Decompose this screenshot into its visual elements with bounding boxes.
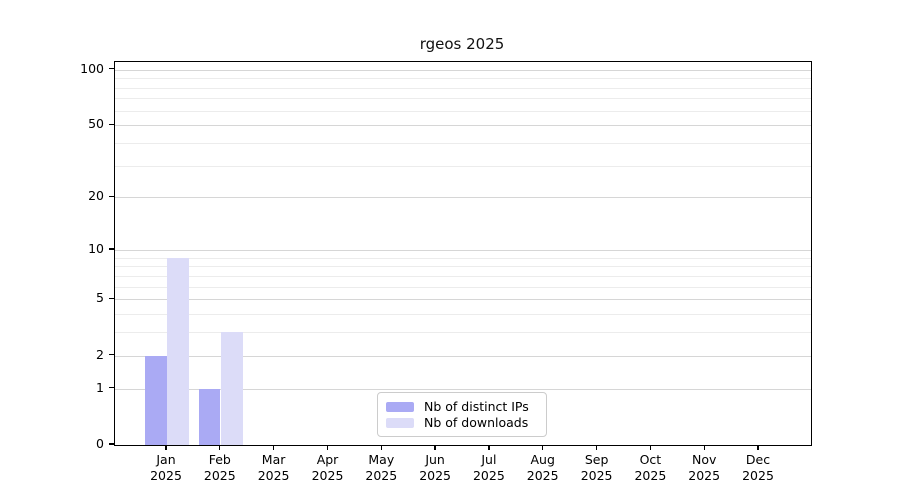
gridline-major <box>115 299 811 301</box>
y-axis-tick-label: 10 <box>88 241 104 256</box>
bar-nb-of-downloads-jan <box>167 257 189 445</box>
bar-nb-of-downloads-feb <box>221 332 243 445</box>
legend-swatch-downloads <box>386 418 414 428</box>
y-axis-tick-label: 5 <box>96 290 104 306</box>
y-axis-tick <box>109 386 114 389</box>
gridline-minor <box>115 165 811 167</box>
x-axis-tick <box>488 445 490 451</box>
y-axis-tick <box>109 297 114 299</box>
gridline-major <box>115 125 811 127</box>
bar-nb-of-distinct-ips-jan <box>145 355 167 445</box>
x-axis-tick <box>649 445 652 451</box>
x-axis-tick <box>380 445 382 451</box>
x-axis-tick-label: Jan 2025 <box>150 452 182 483</box>
gridline-minor <box>115 143 811 144</box>
x-axis-tick <box>542 445 544 451</box>
gridline-minor <box>115 332 811 334</box>
y-axis-tick-label: 100 <box>80 60 104 76</box>
gridline-minor <box>115 87 811 89</box>
x-axis-tick-label: Mar 2025 <box>257 452 290 483</box>
bars-layer <box>115 62 811 445</box>
legend-label-downloads: Nb of downloads <box>424 415 529 430</box>
x-axis-tick-label: Dec 2025 <box>742 452 774 483</box>
gridline-major <box>115 197 811 199</box>
x-axis-tick <box>434 445 436 451</box>
x-axis-tick <box>326 445 329 451</box>
bar-nb-of-distinct-ips-feb <box>198 388 221 445</box>
gridline-minor <box>115 110 811 112</box>
y-axis-tick <box>109 68 114 70</box>
y-axis-tick <box>109 248 114 250</box>
x-axis-tick <box>595 445 598 451</box>
y-axis-tick <box>109 123 114 125</box>
y-axis-tick-label: 1 <box>96 379 104 395</box>
gridline-minor <box>115 286 811 288</box>
x-axis-tick <box>703 445 705 451</box>
x-axis-tick-label: Feb 2025 <box>203 452 236 483</box>
y-axis-tick <box>109 443 114 445</box>
x-axis-tick-label: Sep 2025 <box>580 452 613 483</box>
gridline-minor <box>115 275 811 277</box>
legend-label-distinct-ips: Nb of distinct IPs <box>424 399 529 414</box>
gridline-minor <box>115 98 811 100</box>
gridlines-layer <box>115 62 811 445</box>
gridline-minor <box>115 78 811 80</box>
gridline-minor <box>115 257 811 259</box>
x-axis-tick <box>219 445 221 451</box>
y-axis-tick-label: 2 <box>96 346 104 362</box>
x-axis-tick-label: May 2025 <box>365 452 398 483</box>
x-axis-tick <box>757 445 759 451</box>
legend: Nb of distinct IPs Nb of downloads <box>377 392 547 437</box>
x-axis-tick <box>165 445 167 451</box>
y-axis-tick-label: 20 <box>88 188 104 204</box>
x-axis-tick-label: Jul 2025 <box>472 452 505 483</box>
gridline-major <box>115 355 811 357</box>
gridline-major <box>115 69 811 71</box>
y-axis-tick-label: 50 <box>88 116 104 132</box>
y-axis-tick <box>109 354 114 356</box>
gridline-minor <box>115 266 811 268</box>
x-axis-tick-label: Aug 2025 <box>526 452 559 483</box>
x-axis-tick-label: Jun 2025 <box>419 452 451 483</box>
plot-area <box>114 61 812 446</box>
gridline-major <box>115 250 811 251</box>
legend-swatch-distinct-ips <box>386 402 414 412</box>
gridline-major <box>115 388 811 390</box>
x-axis-tick-label: Apr 2025 <box>311 452 344 483</box>
legend-item-distinct-ips: Nb of distinct IPs <box>386 399 538 415</box>
x-axis-tick-label: Oct 2025 <box>634 452 667 483</box>
y-axis-tick-label: 0 <box>96 436 104 451</box>
gridline-minor <box>115 314 811 316</box>
x-axis-tick <box>272 445 275 451</box>
y-axis-tick <box>109 195 114 198</box>
x-axis-tick-label: Nov 2025 <box>688 452 721 483</box>
legend-item-downloads: Nb of downloads <box>386 415 538 431</box>
chart-title: rgeos 2025 <box>419 35 505 53</box>
